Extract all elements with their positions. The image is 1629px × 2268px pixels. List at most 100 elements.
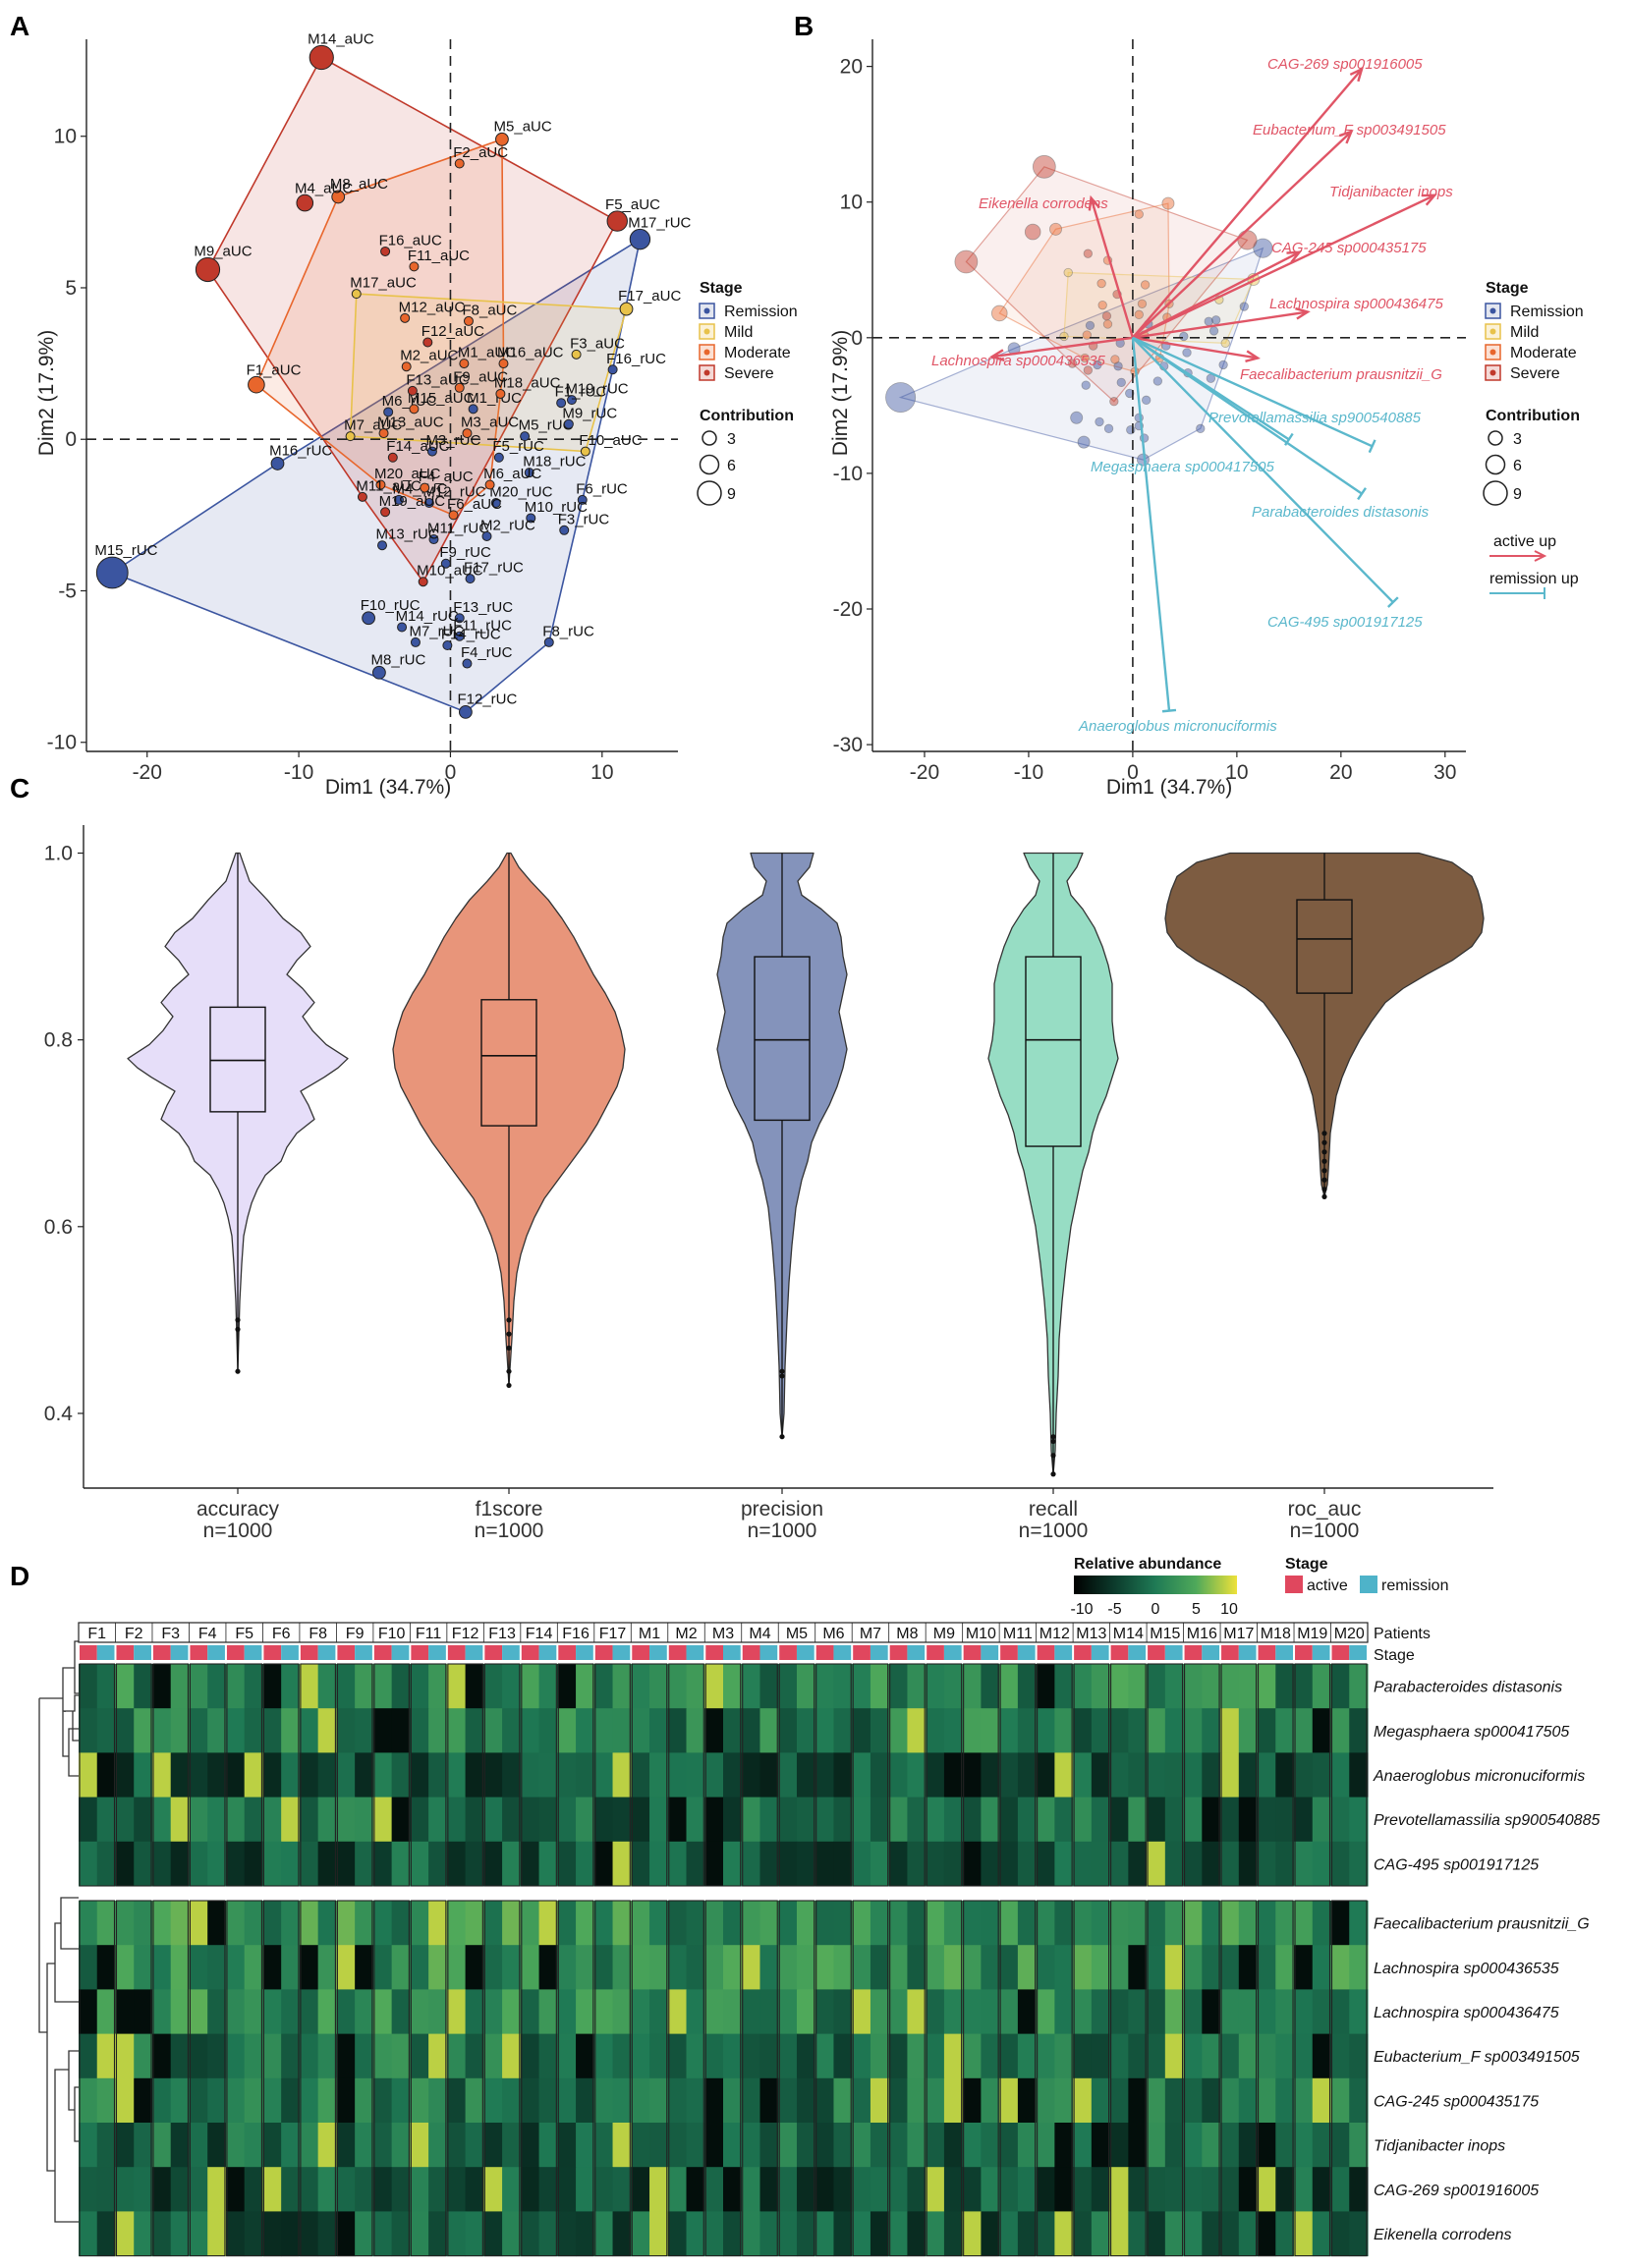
heatmap-cell: [833, 1901, 853, 1946]
heatmap-cell: [502, 1708, 522, 1753]
heatmap-cell: [1147, 2077, 1166, 2124]
heatmap-cell: [704, 1797, 724, 1843]
heatmap-cell: [667, 1752, 688, 1798]
heatmap-cell: [207, 1664, 227, 1709]
heatmap-patient-frame: [704, 1663, 742, 1887]
pca-point-label: F8_aUC: [462, 302, 517, 318]
violins: accuracyn=1000f1scoren=1000precisionn=10…: [127, 852, 1485, 1542]
pca-legend-severe: Severe: [724, 365, 774, 382]
heatmap-patient-frame: [778, 1900, 815, 2257]
heatmap-cell: [833, 2033, 853, 2079]
panel-a-label: A: [10, 11, 29, 41]
heatmap-cell: [1091, 1664, 1111, 1709]
pca-point-label: F16_rUC: [606, 351, 666, 367]
pca-point-label: F13_rUC: [453, 599, 513, 616]
heatmap-cell: [189, 2123, 208, 2168]
heatmap-cell: [465, 1797, 484, 1843]
heatmap-cell: [79, 2167, 98, 2212]
violin-outlier: [506, 1368, 512, 1374]
pca-point: [524, 468, 534, 478]
heatmap-patient-frame: [189, 1900, 226, 2257]
heatmap-cell: [796, 2077, 816, 2124]
heatmap-cell: [1164, 1945, 1185, 1990]
heatmap-cell: [1164, 1664, 1185, 1709]
heatmap-cell: [1312, 1664, 1332, 1709]
heatmap-cell: [943, 1797, 964, 1843]
heatmap-cell: [907, 1945, 927, 1990]
biplot-xtick: 30: [1433, 761, 1456, 784]
violin-ytick: 0.6: [44, 1216, 73, 1239]
heatmap-cell: [79, 1841, 98, 1887]
heatmap-cell: [299, 1664, 319, 1709]
heatmap-cell: [1054, 1901, 1074, 1946]
heatmap-cell: [317, 1708, 337, 1753]
heatmap-cell: [170, 1708, 190, 1753]
pca-point-label: M17_aUC: [350, 275, 417, 292]
heatmap-cell: [981, 1901, 1000, 1946]
violin-outlier: [235, 1326, 241, 1332]
heatmap-cell: [281, 1708, 301, 1753]
pca-point: [397, 622, 408, 633]
heatmap-cell: [115, 1841, 135, 1887]
pca-legend-stage-title: Stage: [700, 280, 743, 297]
heatmap-row-label: Tidjanibacter inops: [1374, 2138, 1505, 2155]
biplot-point: [885, 382, 917, 414]
heatmap-cell: [446, 1708, 467, 1753]
heatmap-cell: [557, 1945, 577, 1990]
heatmap-cell: [704, 1989, 724, 2035]
heatmap-cell: [1183, 1752, 1203, 1798]
biplot-point: [1218, 360, 1228, 370]
heatmap-cell: [1257, 2077, 1276, 2124]
heatmap-cell: [410, 1797, 429, 1843]
pca-point-label: F9_rUC: [439, 544, 491, 561]
biplot-point: [1134, 309, 1144, 320]
heatmap-cell: [759, 1945, 779, 1990]
heatmap-cell: [317, 1797, 337, 1843]
heatmap-cell: [1054, 1945, 1074, 1990]
loading-arrowhead: [1286, 250, 1303, 263]
heatmap-cell: [778, 1945, 798, 1990]
heatmap-cell: [391, 1752, 411, 1798]
pca-point-label: F2_aUC: [453, 144, 508, 161]
heatmap-cell: [926, 1989, 945, 2035]
pca-point: [418, 577, 428, 587]
stage-remission-cell: [170, 1645, 189, 1660]
heatmap-cell: [317, 1664, 337, 1709]
heatmap-cell: [538, 1945, 558, 1990]
heatmap-cell: [723, 2123, 743, 2168]
heatmap-cell: [336, 1989, 356, 2035]
heatmap-cell: [1147, 2033, 1166, 2079]
heatmap-cell: [1257, 2211, 1276, 2257]
heatmap-cell: [1349, 2123, 1369, 2168]
heatmap-patient: M13: [1076, 1626, 1106, 1642]
heatmap-cell: [520, 2033, 540, 2079]
heatmap-cell: [96, 2033, 116, 2079]
heatmap-cell: [317, 1945, 337, 1990]
heatmap-cell: [907, 1664, 927, 1709]
heatmap-cell: [483, 1708, 503, 1753]
biplot-point: [1126, 425, 1136, 435]
heatmap-cell: [170, 1664, 190, 1709]
heatmap-patient-frame: [1294, 1663, 1331, 1887]
pca-ytick: 0: [65, 428, 77, 451]
heatmap-cell: [1183, 1901, 1203, 1946]
heatmap-cell: [170, 1752, 190, 1798]
heatmap-cell: [1036, 1901, 1055, 1946]
heatmap-cell: [79, 2077, 98, 2124]
heatmap-patient-frame: [889, 1663, 926, 1887]
heatmap-cell: [317, 2167, 337, 2212]
biplot-point: [1059, 331, 1069, 342]
heatmap-cell: [926, 2167, 945, 2212]
loading-label: Megasphaera sp000417505: [1091, 459, 1274, 475]
heatmap-cell: [704, 2211, 724, 2257]
heatmap-patient-frame: [521, 1663, 557, 1887]
heatmap-cell: [134, 2077, 153, 2124]
heatmap-cell: [372, 1989, 393, 2035]
heatmap-cell: [704, 1664, 724, 1709]
heatmap-cell: [372, 2123, 393, 2168]
pca-ytick: 5: [65, 277, 77, 300]
heatmap-patient: F17: [599, 1626, 627, 1642]
heatmap-cell: [557, 2033, 577, 2079]
heatmap-cell: [391, 2211, 411, 2257]
